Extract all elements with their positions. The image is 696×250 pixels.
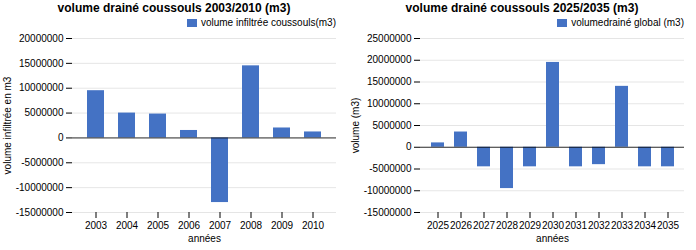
svg-text:2008: 2008	[240, 220, 263, 231]
svg-text:2035: 2035	[657, 220, 680, 231]
svg-text:-15000000: -15000000	[364, 207, 412, 218]
svg-text:10000000: 10000000	[367, 98, 412, 109]
html-text:volume infiltrée coussouls(m3): volume infiltrée coussouls(m3)	[200, 17, 336, 28]
svg-text:25000000: 25000000	[367, 33, 412, 44]
svg-text:0: 0	[406, 141, 412, 152]
svg-text:2004: 2004	[116, 220, 139, 231]
svg-text:2007: 2007	[209, 220, 232, 231]
html-text:volume drainé coussouls 2025/2: volume drainé coussouls 2025/2035 (m3)	[405, 1, 639, 15]
svg-text:10000000: 10000000	[19, 82, 64, 93]
svg-text:2005: 2005	[147, 220, 170, 231]
svg-text:-10000000: -10000000	[364, 185, 412, 196]
svg-text:-15000000: -15000000	[16, 207, 64, 218]
svg-text:2027: 2027	[473, 220, 496, 231]
svg-text:2009: 2009	[271, 220, 294, 231]
svg-text:15000000: 15000000	[19, 58, 64, 69]
svg-text:2028: 2028	[496, 220, 519, 231]
svg-text:2026: 2026	[450, 220, 473, 231]
svg-text:5000000: 5000000	[25, 107, 64, 118]
svg-text:2010: 2010	[302, 220, 325, 231]
svg-text:2031: 2031	[565, 220, 588, 231]
svg-text:2006: 2006	[178, 220, 201, 231]
svg-text:15000000: 15000000	[367, 76, 412, 87]
svg-text:années: années	[536, 233, 569, 244]
svg-text:-5000000: -5000000	[21, 157, 64, 168]
svg-text:2029: 2029	[519, 220, 542, 231]
svg-text:-10000000: -10000000	[16, 182, 64, 193]
svg-text:volume (m3): volume (m3)	[350, 98, 361, 154]
svg-text:2033: 2033	[611, 220, 634, 231]
svg-text:20000000: 20000000	[19, 33, 64, 44]
svg-text:20000000: 20000000	[367, 54, 412, 65]
svg-text:années: années	[188, 233, 221, 244]
svg-text:2030: 2030	[542, 220, 565, 231]
svg-text:2003: 2003	[85, 220, 108, 231]
svg-text:0: 0	[58, 132, 64, 143]
html-text:volume drainé coussouls 2003/2: volume drainé coussouls 2003/2010 (m3)	[57, 1, 291, 15]
svg-text:-5000000: -5000000	[369, 163, 412, 174]
svg-text:volume infiltrée en m3: volume infiltrée en m3	[2, 76, 13, 174]
html-text:volumedrainé global (m3): volumedrainé global (m3)	[571, 17, 684, 28]
svg-text:2025: 2025	[427, 220, 450, 231]
svg-text:5000000: 5000000	[373, 120, 412, 131]
svg-text:2034: 2034	[634, 220, 657, 231]
svg-text:2032: 2032	[588, 220, 611, 231]
